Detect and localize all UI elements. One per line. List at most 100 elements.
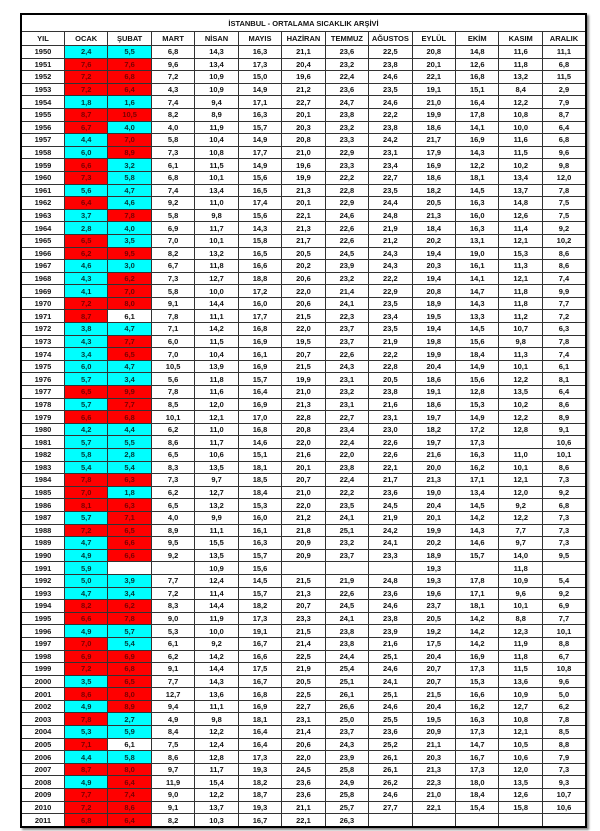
temperature-cell: 11,2 bbox=[498, 309, 543, 324]
temperature-cell: 18,1 bbox=[455, 599, 500, 613]
temperature-cell: 24,3 bbox=[324, 737, 370, 752]
temperature-cell: 10,8 bbox=[498, 107, 543, 122]
temperature-cell: 9,1 bbox=[541, 422, 587, 437]
temperature-cell: 23,6 bbox=[368, 725, 413, 739]
temperature-cell: 21,3 bbox=[411, 473, 457, 487]
temperature-cell: 22,4 bbox=[324, 473, 370, 487]
temperature-cell: 14,9 bbox=[237, 158, 283, 172]
temperature-cell: 15,6 bbox=[237, 170, 283, 185]
temperature-cell: 4,9 bbox=[63, 699, 109, 714]
temperature-cell: 6,2 bbox=[150, 649, 196, 664]
temperature-cell: 9,8 bbox=[498, 334, 543, 349]
temperature-cell: 19,6 bbox=[281, 70, 326, 84]
temperature-cell: 20,8 bbox=[411, 45, 457, 59]
temperature-cell: 8,5 bbox=[541, 725, 587, 739]
temperature-cell: 12,2 bbox=[498, 372, 543, 387]
temperature-cell: 24,2 bbox=[368, 133, 413, 147]
temperature-cell: 14,6 bbox=[237, 435, 283, 449]
temperature-cell: 9,2 bbox=[541, 586, 587, 601]
temperature-cell: 15,8 bbox=[498, 800, 543, 815]
temperature-cell: 18,4 bbox=[455, 788, 500, 802]
table-row: 1998 6,9 6,9 6,2 14,2 16,6 22,5 24,4 25,1 20,4 16,… bbox=[20, 649, 587, 664]
temperature-cell: 10,1 bbox=[150, 410, 196, 424]
temperature-cell: 4,3 bbox=[150, 82, 196, 97]
temperature-cell: 15,3 bbox=[455, 397, 500, 412]
temperature-cell: 7,1 bbox=[107, 510, 152, 525]
temperature-cell: 22,0 bbox=[281, 322, 326, 336]
temperature-cell: 13,5 bbox=[194, 460, 239, 475]
temperature-cell: 4,2 bbox=[63, 422, 109, 437]
temperature-cell: 18,6 bbox=[411, 170, 457, 185]
temperature-cell: 4,1 bbox=[63, 284, 109, 298]
temperature-cell: 5,5 bbox=[107, 435, 152, 449]
temperature-cell: 15,6 bbox=[237, 561, 283, 575]
table-row: 2002 4,9 8,9 9,4 11,1 16,9 22,7 26,6 24,6 20,4 16,… bbox=[20, 699, 587, 714]
temperature-cell: 7,4 bbox=[107, 788, 152, 802]
year-cell: 1982 bbox=[20, 448, 65, 462]
temperature-cell: 11,5 bbox=[194, 334, 239, 349]
header-row: YIL OCAK ŞUBAT MART NİSAN MAYIS HAZİRAN TEMMUZ A… bbox=[20, 31, 587, 46]
temperature-cell: 6,8 bbox=[107, 70, 152, 84]
year-cell: 1953 bbox=[20, 82, 65, 97]
temperature-cell: 5,8 bbox=[63, 448, 109, 462]
temperature-cell: 20,1 bbox=[411, 510, 457, 525]
temperature-cell: 17,2 bbox=[455, 422, 500, 437]
temperature-cell: 10,0 bbox=[194, 624, 239, 638]
temperature-cell: 20,3 bbox=[411, 750, 457, 764]
temperature-cell: 18,9 bbox=[411, 548, 457, 563]
temperature-cell: 20,2 bbox=[411, 536, 457, 550]
temperature-cell: 4,7 bbox=[107, 183, 152, 198]
temperature-cell: 14,3 bbox=[194, 45, 239, 59]
table-row: 1960 7,3 5,8 6,8 10,1 15,6 19,9 22,2 22,7 18,6 18,… bbox=[20, 170, 587, 185]
temperature-cell: 21,3 bbox=[281, 397, 326, 412]
temperature-cell: 6,5 bbox=[63, 385, 109, 399]
temperature-cell: 4,4 bbox=[63, 133, 109, 147]
temperature-cell bbox=[281, 561, 326, 575]
temperature-cell: 5,4 bbox=[63, 460, 109, 475]
temperature-cell: 21,3 bbox=[281, 221, 326, 235]
year-cell: 2002 bbox=[20, 699, 65, 714]
temperature-cell: 24,5 bbox=[368, 498, 413, 512]
temperature-cell: 22,1 bbox=[411, 800, 457, 815]
temperature-cell: 19,9 bbox=[411, 347, 457, 361]
temperature-cell: 7,3 bbox=[541, 536, 587, 550]
temperature-cell: 16,4 bbox=[237, 725, 283, 739]
column-header: EYLÜL bbox=[411, 31, 457, 46]
temperature-cell: 19,9 bbox=[411, 107, 457, 122]
temperature-cell: 16,7 bbox=[237, 636, 283, 651]
temperature-cell: 13,4 bbox=[455, 485, 500, 500]
temperature-cell: 23,2 bbox=[324, 536, 370, 550]
temperature-cell: 25,8 bbox=[324, 788, 370, 802]
temperature-cell: 20,1 bbox=[281, 107, 326, 122]
temperature-cell: 5,9 bbox=[107, 725, 152, 739]
temperature-cell: 7,0 bbox=[150, 233, 196, 248]
temperature-cell: 11,5 bbox=[498, 145, 543, 160]
table-row: 1977 6,5 9,9 7,8 11,6 16,4 21,0 23,2 23,8 19,1 12,… bbox=[20, 385, 587, 399]
temperature-cell: 5,0 bbox=[63, 573, 109, 588]
temperature-cell: 21,9 bbox=[368, 334, 413, 349]
temperature-cell: 7,5 bbox=[150, 737, 196, 752]
temperature-cell: 18,6 bbox=[411, 372, 457, 387]
table-row: 1956 6,7 4,0 4,0 11,9 15,7 20,3 23,2 23,8 18,6 14,… bbox=[20, 120, 587, 135]
temperature-cell: 4,7 bbox=[63, 586, 109, 601]
temperature-cell: 18,1 bbox=[455, 170, 500, 185]
temperature-cell: 16,6 bbox=[455, 687, 500, 701]
temperature-cell: 6,6 bbox=[63, 158, 109, 172]
temperature-cell: 10,6 bbox=[541, 435, 587, 449]
temperature-cell: 16,3 bbox=[455, 448, 500, 462]
temperature-cell: 7,3 bbox=[541, 510, 587, 525]
temperature-cell: 12,7 bbox=[498, 699, 543, 714]
temperature-cell: 23,9 bbox=[324, 750, 370, 764]
temperature-cell: 22,7 bbox=[281, 95, 326, 109]
temperature-cell: 24,3 bbox=[324, 359, 370, 374]
temperature-cell: 21,7 bbox=[411, 133, 457, 147]
table-title: İSTANBUL - ORTALAMA SICAKLIK ARŞİVİ bbox=[20, 13, 587, 32]
temperature-cell: 7,3 bbox=[150, 473, 196, 487]
year-cell: 2011 bbox=[20, 813, 65, 828]
temperature-cell: 21,5 bbox=[281, 309, 326, 324]
temperature-cell: 19,0 bbox=[411, 485, 457, 500]
table-row: 1987 5,7 7,1 4,0 9,9 16,0 21,2 24,1 21,9 20,1 14,2… bbox=[20, 510, 587, 525]
temperature-cell: 21,1 bbox=[281, 45, 326, 59]
temperature-cell: 7,2 bbox=[63, 296, 109, 311]
temperature-cell: 22,4 bbox=[324, 70, 370, 84]
